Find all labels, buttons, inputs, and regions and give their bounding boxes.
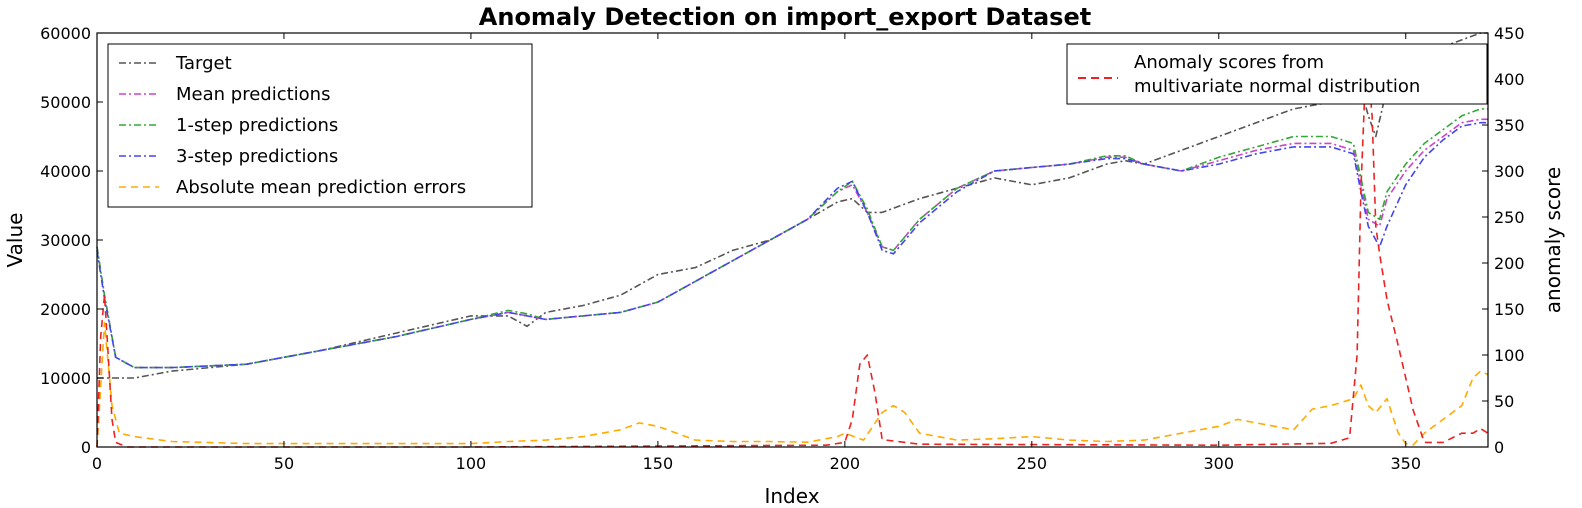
y-right-tick-label-5: 250 bbox=[1494, 208, 1525, 227]
series-line-0 bbox=[97, 32, 1488, 379]
series-layer bbox=[96, 32, 1489, 448]
y-left-tick-label-1: 10000 bbox=[40, 369, 91, 388]
legend-left-items: Target Mean predictions 1-step predictions… bbox=[119, 53, 466, 198]
y-right-tick-label-6: 300 bbox=[1494, 162, 1525, 181]
y-right-tick-label-1: 50 bbox=[1494, 392, 1514, 411]
y-left-tick-label-6: 60000 bbox=[40, 24, 91, 43]
y-right-tick-label-9: 450 bbox=[1494, 24, 1525, 43]
x-axis-ticks: 0 50 100 150 200 250 300 350 bbox=[92, 33, 1421, 473]
y-right-tick-label-3: 150 bbox=[1494, 300, 1525, 319]
y-left-tick-label-5: 50000 bbox=[40, 93, 91, 112]
y-axis-right-ticks: 0 50 100 150 200 250 300 350 400 450 bbox=[1482, 24, 1525, 457]
x-axis-label: Index bbox=[764, 484, 819, 508]
x-tick-label-7: 350 bbox=[1390, 454, 1421, 473]
y-right-tick-label-7: 350 bbox=[1494, 116, 1525, 135]
legend-left-label-1: Mean predictions bbox=[176, 84, 330, 105]
y-right-tick-label-8: 400 bbox=[1494, 70, 1525, 89]
x-tick-label-2: 100 bbox=[456, 454, 487, 473]
series-line-5 bbox=[96, 69, 1489, 448]
y-axis-right-label: anomaly score bbox=[1541, 167, 1565, 313]
legend-right-line-1: Anomaly scores from bbox=[1134, 52, 1324, 73]
legend-left-label-3: 3-step predictions bbox=[176, 146, 338, 167]
legend-left-label-2: 1-step predictions bbox=[176, 115, 338, 136]
legend-left: Target Mean predictions 1-step predictions… bbox=[107, 43, 533, 208]
x-tick-label-6: 300 bbox=[1204, 454, 1235, 473]
x-tick-label-3: 150 bbox=[643, 454, 674, 473]
legend-right: Anomaly scores from multivariate normal … bbox=[1066, 43, 1488, 105]
x-tick-label-0: 0 bbox=[92, 454, 102, 473]
y-right-tick-label-0: 0 bbox=[1494, 438, 1504, 457]
legend-right-line-2: multivariate normal distribution bbox=[1134, 76, 1420, 97]
chart-title: Anomaly Detection on import_export Datas… bbox=[479, 3, 1091, 31]
x-tick-label-4: 200 bbox=[830, 454, 861, 473]
y-right-tick-label-2: 100 bbox=[1494, 346, 1525, 365]
y-axis-left-ticks: 0 10000 20000 30000 40000 50000 60000 bbox=[40, 24, 103, 457]
legend-left-label-0: Target bbox=[175, 53, 232, 74]
y-left-tick-label-2: 20000 bbox=[40, 300, 91, 319]
legend-left-label-4: Absolute mean prediction errors bbox=[176, 177, 466, 198]
y-left-tick-label-3: 30000 bbox=[40, 231, 91, 250]
legend-right-frame bbox=[1066, 43, 1488, 105]
series-line-2 bbox=[96, 108, 1488, 369]
legend-left-frame bbox=[107, 43, 533, 208]
x-tick-label-5: 250 bbox=[1017, 454, 1048, 473]
y-right-tick-label-4: 200 bbox=[1494, 254, 1525, 273]
series-line-4 bbox=[96, 321, 1489, 448]
y-axis-left-label: Value bbox=[3, 213, 27, 268]
y-left-tick-label-4: 40000 bbox=[40, 162, 91, 181]
x-tick-label-1: 50 bbox=[274, 454, 294, 473]
y-left-tick-label-0: 0 bbox=[81, 438, 91, 457]
